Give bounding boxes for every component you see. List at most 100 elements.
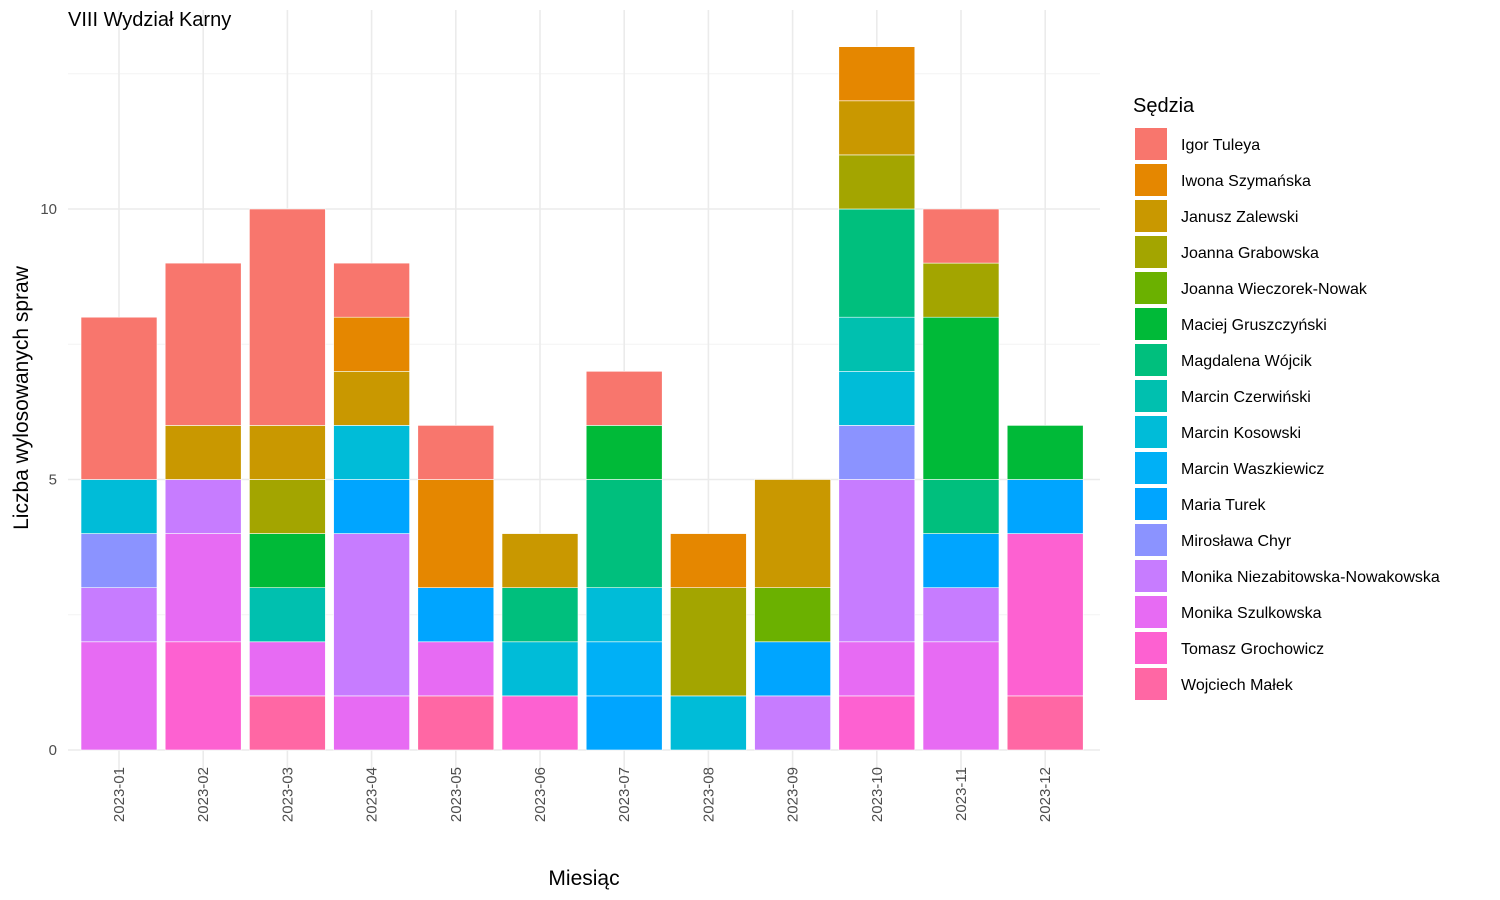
bar-segment — [922, 208, 1000, 264]
legend-label: Marcin Kosowski — [1181, 425, 1301, 442]
bar-segment — [333, 479, 410, 534]
legend-label: Joanna Grabowska — [1181, 245, 1319, 262]
bar-segment — [922, 641, 1000, 751]
bar-segment — [333, 370, 410, 426]
legend-label: Joanna Wieczorek-Nowak — [1181, 281, 1368, 298]
bars — [80, 46, 1084, 751]
legend-label: Marcin Waszkiewicz — [1181, 461, 1324, 478]
legend-key — [1135, 272, 1167, 304]
bar-segment — [585, 425, 663, 480]
bar-segment — [164, 533, 242, 643]
legend: Sędzia Igor Tuleya Iwona Szymańska Janusz … — [1133, 95, 1440, 700]
bar-segment — [1006, 695, 1084, 751]
bar-segment — [838, 370, 916, 426]
bar-segment — [1006, 479, 1084, 534]
bar-segment — [333, 262, 410, 318]
legend-key — [1135, 200, 1167, 232]
x-axis-title: Miesiąc — [548, 867, 619, 890]
bar-segment — [754, 587, 831, 643]
x-tick-label: 2023-08 — [700, 767, 717, 822]
legend-key — [1135, 632, 1167, 664]
bar-segment — [249, 641, 326, 697]
bar-segment — [585, 695, 663, 751]
bar-segment — [922, 533, 1000, 588]
bar-segment — [417, 425, 495, 480]
bar-segment — [164, 425, 242, 480]
bar-segment — [754, 695, 831, 751]
x-tick-label: 2023-06 — [532, 767, 549, 822]
bar-segment — [501, 587, 579, 643]
bar-segment — [249, 479, 326, 534]
legend-key — [1135, 668, 1167, 700]
bar-segment — [501, 533, 579, 588]
bar-segment — [249, 587, 326, 643]
legend-key — [1135, 416, 1167, 448]
legend-label: Monika Szulkowska — [1181, 605, 1322, 622]
bar-segment — [838, 154, 916, 210]
x-tick-label: 2023-04 — [364, 767, 381, 822]
legend-label: Magdalena Wójcik — [1181, 353, 1313, 370]
bar-segment — [585, 370, 663, 426]
legend-key — [1135, 452, 1167, 484]
bar-segment — [333, 425, 410, 480]
bar-segment — [249, 533, 326, 588]
bar-segment — [80, 479, 158, 534]
y-tick-label: 10 — [40, 201, 57, 218]
legend-key — [1135, 560, 1167, 592]
legend-title: Sędzia — [1133, 95, 1195, 117]
y-tick-label: 0 — [49, 742, 57, 759]
bar-segment — [249, 208, 326, 426]
bar-segment — [333, 695, 410, 751]
legend-key — [1135, 596, 1167, 628]
bar-segment — [417, 479, 495, 588]
bar-segment — [670, 587, 747, 697]
legend-label: Igor Tuleya — [1181, 137, 1260, 154]
bar-segment — [80, 316, 158, 480]
legend-key — [1135, 308, 1167, 340]
bar-segment — [164, 479, 242, 534]
chart-title: VIII Wydział Karny — [68, 9, 231, 31]
bar-segment — [164, 262, 242, 426]
x-tick-label: 2023-02 — [195, 767, 212, 822]
bar-segment — [838, 100, 916, 156]
bar-segment — [838, 46, 916, 102]
bar-segment — [333, 533, 410, 697]
legend-label: Maciej Gruszczyński — [1181, 317, 1327, 334]
bar-segment — [670, 533, 747, 588]
bar-segment — [838, 425, 916, 480]
y-axis-title: Liczba wylosowanych spraw — [10, 265, 33, 530]
legend-key — [1135, 380, 1167, 412]
y-tick-label: 5 — [49, 472, 57, 489]
x-tick-label: 2023-05 — [448, 767, 465, 822]
legend-label: Maria Turek — [1181, 497, 1266, 514]
y-axis-ticks: 0 5 10 — [40, 201, 57, 759]
legend-label: Tomasz Grochowicz — [1181, 641, 1324, 658]
bar-segment — [838, 695, 916, 751]
bar-segment — [501, 695, 579, 751]
legend-key — [1135, 236, 1167, 268]
bar-segment — [922, 316, 1000, 480]
legend-label: Iwona Szymańska — [1181, 173, 1311, 190]
bar-segment — [922, 587, 1000, 643]
bar-segment — [670, 695, 747, 751]
bar-segment — [80, 533, 158, 588]
legend-key — [1135, 164, 1167, 196]
legend-label: Janusz Zalewski — [1181, 209, 1298, 226]
x-tick-label: 2023-11 — [953, 767, 970, 821]
bar-segment — [417, 695, 495, 751]
x-tick-label: 2023-10 — [869, 767, 886, 822]
legend-label: Marcin Czerwiński — [1181, 389, 1311, 406]
bar-segment — [585, 587, 663, 643]
bar-segment — [922, 262, 1000, 318]
bar-segment — [249, 425, 326, 480]
legend-key — [1135, 128, 1167, 160]
bar-segment — [333, 316, 410, 372]
legend-label: Mirosława Chyr — [1181, 533, 1292, 550]
bar-segment — [1006, 533, 1084, 697]
bar-segment — [501, 641, 579, 697]
bar-segment — [417, 587, 495, 643]
legend-label: Wojciech Małek — [1181, 677, 1294, 694]
bar-segment — [585, 479, 663, 588]
bar-segment — [754, 641, 831, 697]
